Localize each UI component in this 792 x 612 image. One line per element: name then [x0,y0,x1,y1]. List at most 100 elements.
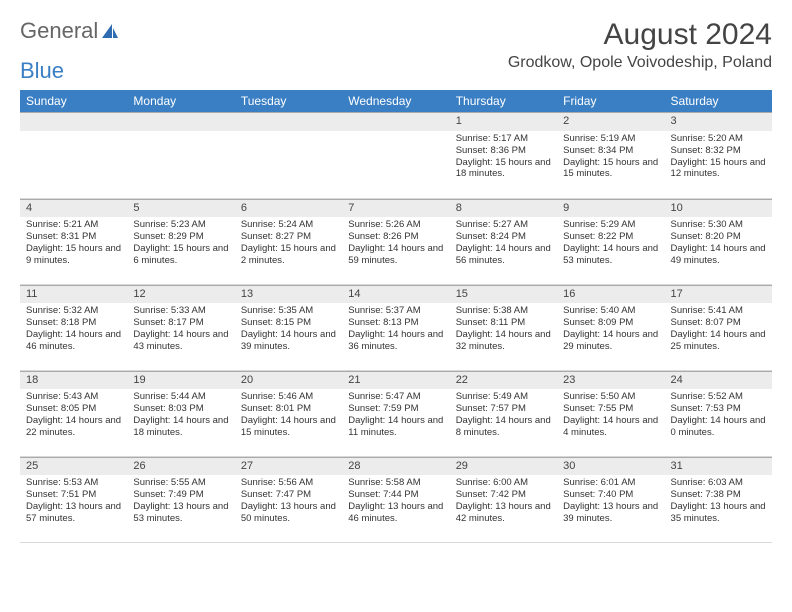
sunrise-text: Sunrise: 5:50 AM [563,391,658,403]
calendar-table: SundayMondayTuesdayWednesdayThursdayFrid… [20,90,772,543]
sunrise-text: Sunrise: 5:38 AM [456,305,551,317]
day-number: 20 [235,371,342,390]
day-number: 16 [557,285,664,304]
calendar-day-cell: 9Sunrise: 5:29 AMSunset: 8:22 PMDaylight… [557,198,664,284]
calendar-day-cell: 5Sunrise: 5:23 AMSunset: 8:29 PMDaylight… [127,198,234,284]
sunrise-text: Sunrise: 5:37 AM [348,305,443,317]
day-body [235,131,342,137]
day-number: 26 [127,457,234,476]
day-body: Sunrise: 5:46 AMSunset: 8:01 PMDaylight:… [235,389,342,443]
daylight-text: Daylight: 15 hours and 6 minutes. [133,243,228,267]
sunrise-text: Sunrise: 5:35 AM [241,305,336,317]
day-number: 12 [127,285,234,304]
sunrise-text: Sunrise: 5:20 AM [671,133,766,145]
day-body: Sunrise: 5:40 AMSunset: 8:09 PMDaylight:… [557,303,664,357]
sunset-text: Sunset: 8:22 PM [563,231,658,243]
day-body [20,131,127,137]
day-body: Sunrise: 6:00 AMSunset: 7:42 PMDaylight:… [450,475,557,529]
sunset-text: Sunset: 8:24 PM [456,231,551,243]
day-number: 17 [665,285,772,304]
day-body: Sunrise: 5:27 AMSunset: 8:24 PMDaylight:… [450,217,557,271]
calendar-day-cell: 28Sunrise: 5:58 AMSunset: 7:44 PMDayligh… [342,456,449,542]
logo-text-blue: Blue [20,58,772,84]
sunrise-text: Sunrise: 5:46 AM [241,391,336,403]
calendar-day-cell: 18Sunrise: 5:43 AMSunset: 8:05 PMDayligh… [20,370,127,456]
sunrise-text: Sunrise: 6:03 AM [671,477,766,489]
sunrise-text: Sunrise: 5:52 AM [671,391,766,403]
sunset-text: Sunset: 8:20 PM [671,231,766,243]
daylight-text: Daylight: 13 hours and 57 minutes. [26,501,121,525]
daylight-text: Daylight: 13 hours and 42 minutes. [456,501,551,525]
sunrise-text: Sunrise: 5:40 AM [563,305,658,317]
sunset-text: Sunset: 8:05 PM [26,403,121,415]
day-body: Sunrise: 5:43 AMSunset: 8:05 PMDaylight:… [20,389,127,443]
sunrise-text: Sunrise: 5:24 AM [241,219,336,231]
daylight-text: Daylight: 15 hours and 15 minutes. [563,157,658,181]
calendar-week-row: 18Sunrise: 5:43 AMSunset: 8:05 PMDayligh… [20,370,772,456]
day-number: 19 [127,371,234,390]
calendar-day-cell: 19Sunrise: 5:44 AMSunset: 8:03 PMDayligh… [127,370,234,456]
daylight-text: Daylight: 14 hours and 29 minutes. [563,329,658,353]
logo: General [20,18,122,44]
day-body: Sunrise: 5:58 AMSunset: 7:44 PMDaylight:… [342,475,449,529]
daylight-text: Daylight: 14 hours and 56 minutes. [456,243,551,267]
sunset-text: Sunset: 8:31 PM [26,231,121,243]
day-body: Sunrise: 5:41 AMSunset: 8:07 PMDaylight:… [665,303,772,357]
daylight-text: Daylight: 14 hours and 59 minutes. [348,243,443,267]
calendar-week-row: 11Sunrise: 5:32 AMSunset: 8:18 PMDayligh… [20,284,772,370]
sunrise-text: Sunrise: 5:56 AM [241,477,336,489]
day-body: Sunrise: 5:19 AMSunset: 8:34 PMDaylight:… [557,131,664,185]
day-number: 30 [557,457,664,476]
day-number: 6 [235,199,342,218]
sunrise-text: Sunrise: 5:33 AM [133,305,228,317]
day-body: Sunrise: 5:21 AMSunset: 8:31 PMDaylight:… [20,217,127,271]
sunset-text: Sunset: 8:11 PM [456,317,551,329]
calendar-week-row: 25Sunrise: 5:53 AMSunset: 7:51 PMDayligh… [20,456,772,542]
sunrise-text: Sunrise: 5:17 AM [456,133,551,145]
sunset-text: Sunset: 8:34 PM [563,145,658,157]
daylight-text: Daylight: 15 hours and 2 minutes. [241,243,336,267]
daylight-text: Daylight: 13 hours and 53 minutes. [133,501,228,525]
calendar-day-cell: 1Sunrise: 5:17 AMSunset: 8:36 PMDaylight… [450,112,557,198]
day-body: Sunrise: 5:50 AMSunset: 7:55 PMDaylight:… [557,389,664,443]
day-number: 25 [20,457,127,476]
sunset-text: Sunset: 8:29 PM [133,231,228,243]
daylight-text: Daylight: 14 hours and 25 minutes. [671,329,766,353]
sunrise-text: Sunrise: 5:32 AM [26,305,121,317]
daylight-text: Daylight: 14 hours and 49 minutes. [671,243,766,267]
day-number: 23 [557,371,664,390]
day-body: Sunrise: 5:44 AMSunset: 8:03 PMDaylight:… [127,389,234,443]
daylight-text: Daylight: 13 hours and 50 minutes. [241,501,336,525]
day-number [342,112,449,131]
calendar-day-cell: 10Sunrise: 5:30 AMSunset: 8:20 PMDayligh… [665,198,772,284]
sunset-text: Sunset: 7:51 PM [26,489,121,501]
daylight-text: Daylight: 14 hours and 46 minutes. [26,329,121,353]
sunset-text: Sunset: 7:42 PM [456,489,551,501]
weekday-header: Friday [557,90,664,112]
day-body: Sunrise: 5:23 AMSunset: 8:29 PMDaylight:… [127,217,234,271]
sunset-text: Sunset: 7:53 PM [671,403,766,415]
day-number: 3 [665,112,772,131]
sunrise-text: Sunrise: 5:19 AM [563,133,658,145]
calendar-day-cell: 2Sunrise: 5:19 AMSunset: 8:34 PMDaylight… [557,112,664,198]
calendar-day-cell: 25Sunrise: 5:53 AMSunset: 7:51 PMDayligh… [20,456,127,542]
daylight-text: Daylight: 14 hours and 36 minutes. [348,329,443,353]
calendar-day-cell: 22Sunrise: 5:49 AMSunset: 7:57 PMDayligh… [450,370,557,456]
sunrise-text: Sunrise: 5:55 AM [133,477,228,489]
calendar-day-cell: 4Sunrise: 5:21 AMSunset: 8:31 PMDaylight… [20,198,127,284]
day-body [342,131,449,137]
day-number: 18 [20,371,127,390]
sunrise-text: Sunrise: 6:00 AM [456,477,551,489]
day-number: 10 [665,199,772,218]
sunset-text: Sunset: 8:03 PM [133,403,228,415]
calendar-day-cell: 13Sunrise: 5:35 AMSunset: 8:15 PMDayligh… [235,284,342,370]
day-number: 4 [20,199,127,218]
day-body: Sunrise: 5:56 AMSunset: 7:47 PMDaylight:… [235,475,342,529]
day-number: 2 [557,112,664,131]
sunset-text: Sunset: 8:01 PM [241,403,336,415]
day-body: Sunrise: 5:47 AMSunset: 7:59 PMDaylight:… [342,389,449,443]
sunrise-text: Sunrise: 5:44 AM [133,391,228,403]
weekday-header: Wednesday [342,90,449,112]
calendar-day-cell: 11Sunrise: 5:32 AMSunset: 8:18 PMDayligh… [20,284,127,370]
day-number [127,112,234,131]
